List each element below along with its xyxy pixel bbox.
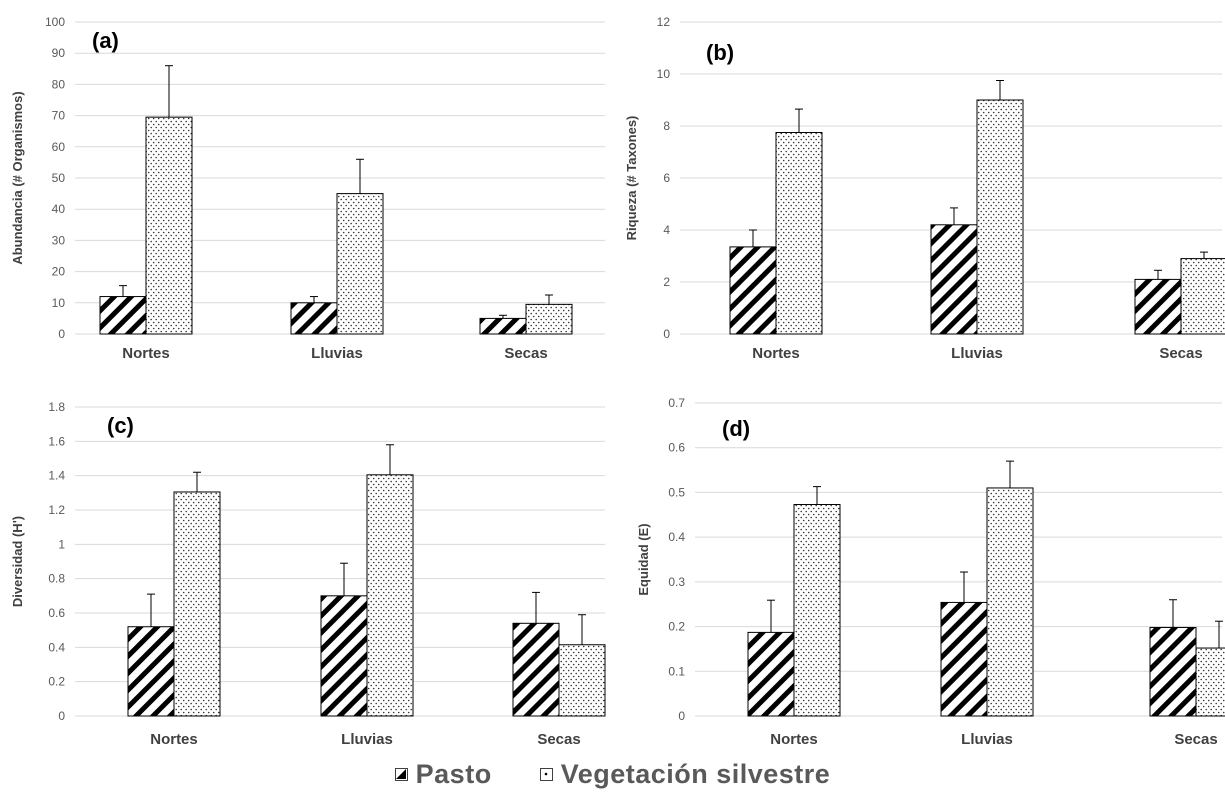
y-tick-label: 0.2 <box>668 620 685 634</box>
panel-label: (c) <box>107 413 134 438</box>
y-tick-label: 20 <box>52 265 66 279</box>
x-category-label: Lluvias <box>341 731 393 748</box>
y-tick-label: 1.6 <box>48 434 65 448</box>
bar-vegetacion <box>976 99 1024 335</box>
y-tick-label: 1 <box>58 537 65 551</box>
bar-vegetacion <box>558 644 606 717</box>
y-tick-label: 0.6 <box>668 441 685 455</box>
legend-item-pasto: Pasto <box>394 758 492 790</box>
y-tick-label: 40 <box>52 202 66 216</box>
x-category-label: Nortes <box>770 731 818 748</box>
y-tick-label: 0 <box>58 327 65 341</box>
bar-pasto <box>747 631 795 717</box>
y-tick-label: 6 <box>663 171 670 185</box>
y-axis-label: Equidad (E) <box>636 523 651 595</box>
bar-vegetacion <box>366 474 414 717</box>
x-category-label: Lluvias <box>311 345 363 362</box>
y-tick-label: 50 <box>52 171 66 185</box>
legend-label-vegetacion: Vegetación silvestre <box>560 758 831 789</box>
y-tick-label: 90 <box>52 46 66 60</box>
panel-label: (a) <box>92 28 119 53</box>
bar-vegetacion <box>793 504 841 717</box>
bar-pasto <box>940 601 988 717</box>
x-category-label: Nortes <box>122 345 170 362</box>
bar-pasto <box>320 595 368 717</box>
bar-pasto <box>930 224 978 335</box>
y-tick-label: 0.3 <box>668 575 685 589</box>
hatch-swatch-icon <box>394 767 408 781</box>
x-category-label: Secas <box>504 345 547 362</box>
x-category-label: Nortes <box>752 345 800 362</box>
y-tick-label: 0.1 <box>668 664 685 678</box>
bar-pasto <box>729 246 777 335</box>
bar-pasto <box>479 317 527 335</box>
x-category-label: Secas <box>537 731 580 748</box>
bar-vegetacion <box>775 132 823 335</box>
bar-vegetacion <box>986 487 1034 717</box>
bar-pasto <box>512 622 560 717</box>
bar-pasto <box>127 626 175 717</box>
y-tick-label: 10 <box>657 67 671 81</box>
panel-label: (d) <box>722 416 750 441</box>
bar-vegetacion <box>145 116 193 335</box>
panel-label: (b) <box>706 40 734 65</box>
y-tick-label: 0.4 <box>48 640 65 654</box>
bar-vegetacion <box>336 193 384 335</box>
y-tick-label: 1.8 <box>48 400 65 414</box>
dots-swatch-icon <box>539 767 553 781</box>
legend-item-vegetacion: Vegetación silvestre <box>539 758 831 790</box>
y-tick-label: 0 <box>58 709 65 723</box>
bar-pasto <box>1134 278 1182 335</box>
x-category-label: Nortes <box>150 731 198 748</box>
bar-vegetacion <box>1195 647 1225 717</box>
y-tick-label: 100 <box>45 15 65 29</box>
y-tick-label: 12 <box>657 15 671 29</box>
x-category-label: Secas <box>1159 345 1202 362</box>
bar-pasto <box>1149 626 1197 717</box>
bar-pasto <box>290 302 338 335</box>
bar-vegetacion <box>525 303 573 335</box>
legend-label-pasto: Pasto <box>415 758 492 789</box>
y-tick-label: 0.5 <box>668 485 685 499</box>
y-tick-label: 0.7 <box>668 396 685 410</box>
y-tick-label: 2 <box>663 275 670 289</box>
y-axis-label: Riqueza (# Taxones) <box>624 116 639 241</box>
y-tick-label: 0 <box>663 327 670 341</box>
y-tick-label: 0.6 <box>48 606 65 620</box>
bar-vegetacion <box>1180 258 1225 335</box>
y-tick-label: 70 <box>52 109 66 123</box>
bar-pasto <box>99 296 147 335</box>
y-tick-label: 8 <box>663 119 670 133</box>
y-tick-label: 30 <box>52 233 66 247</box>
y-tick-label: 0.8 <box>48 572 65 586</box>
y-tick-label: 80 <box>52 77 66 91</box>
y-tick-label: 1.4 <box>48 469 65 483</box>
y-tick-label: 10 <box>52 296 66 310</box>
x-category-label: Secas <box>1174 731 1217 748</box>
y-tick-label: 0.4 <box>668 530 685 544</box>
y-axis-label: Abundancia (# Organismos) <box>10 91 25 264</box>
y-tick-label: 0 <box>678 709 685 723</box>
y-tick-label: 1.2 <box>48 503 65 517</box>
x-category-label: Lluvias <box>961 731 1013 748</box>
y-tick-label: 60 <box>52 140 66 154</box>
y-tick-label: 0.2 <box>48 675 65 689</box>
legend: Pasto Vegetación silvestre <box>0 754 1225 794</box>
bar-vegetacion <box>173 491 221 717</box>
y-tick-label: 4 <box>663 223 670 237</box>
x-category-label: Lluvias <box>951 345 1003 362</box>
y-axis-label: Diversidad (H') <box>10 516 25 607</box>
